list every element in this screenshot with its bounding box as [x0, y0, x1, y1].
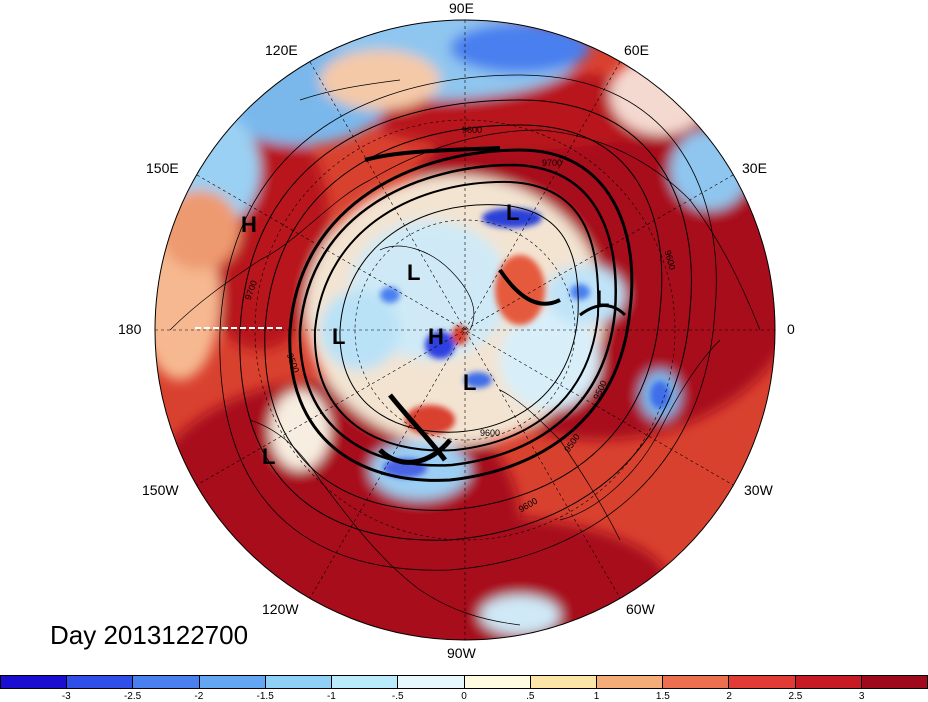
- colorbar-swatch: [398, 676, 465, 688]
- colorbar-swatch: [596, 676, 664, 688]
- lon-label-60e: 60E: [624, 42, 649, 58]
- colorbar: [0, 675, 928, 689]
- colorbar-tick-label: 1: [593, 691, 600, 702]
- colorbar-swatch: [133, 676, 200, 688]
- colorbar-swatch: [199, 676, 266, 688]
- colorbar-tick-label: -3: [61, 691, 71, 702]
- colorbar-swatch: [729, 676, 796, 688]
- lon-label-120e: 120E: [265, 42, 298, 58]
- colorbar-tick-label: 2: [726, 691, 732, 702]
- lon-label-30w: 30W: [744, 482, 773, 498]
- lon-label-90e: 90E: [449, 0, 474, 16]
- contour-label: 9600: [462, 125, 483, 135]
- colorbar-swatch: [663, 676, 730, 688]
- contour-label: 9600: [480, 428, 501, 438]
- colorbar-swatch: [530, 676, 597, 688]
- colorbar-swatch: [332, 676, 399, 688]
- colorbar-tick-label: -1.5: [256, 691, 274, 702]
- low-center: L: [596, 286, 610, 311]
- lon-label-30e: 30E: [742, 160, 767, 176]
- colorbar-swatch: [795, 676, 862, 688]
- low-center: L: [332, 324, 346, 349]
- high-center: H: [428, 324, 444, 349]
- contour-label: 9700: [542, 158, 563, 168]
- colorbar-tick-label: -1: [326, 691, 336, 702]
- high-center: H: [241, 212, 257, 237]
- colorbar-tick-label: 0: [461, 691, 467, 702]
- colorbar-swatch: [861, 676, 928, 688]
- lon-label-120w: 120W: [262, 601, 299, 617]
- low-center: L: [262, 444, 276, 469]
- colorbar-swatch: [1, 676, 68, 688]
- colorbar-tick-label: 1.5: [655, 691, 670, 702]
- colorbar-tick-label: -2: [194, 691, 204, 702]
- lon-label-90w: 90W: [447, 645, 476, 661]
- anomaly-field: [155, 20, 775, 640]
- lon-label-150e: 150E: [146, 160, 179, 176]
- date-title: Day 2013122700: [50, 620, 249, 650]
- colorbar-tick-label: .5: [526, 691, 535, 702]
- lon-label-60w: 60W: [626, 601, 655, 617]
- colorbar-swatch: [265, 676, 333, 688]
- low-center: L: [506, 200, 520, 225]
- low-center: L: [463, 370, 477, 395]
- colorbar-swatch: [67, 676, 134, 688]
- low-center: L: [407, 260, 421, 285]
- colorbar-tick-label: -.5: [391, 691, 404, 702]
- lon-label-0: 0: [787, 321, 795, 337]
- coastlines: [169, 79, 761, 626]
- colorbar-tick-label: -2.5: [123, 691, 142, 702]
- colorbar-swatch: [464, 676, 531, 688]
- colorbar-tick-label: 3: [858, 691, 865, 702]
- lon-label-180: 180: [118, 321, 142, 337]
- graticule: [155, 20, 775, 640]
- colorbar-tick-label: 2.5: [788, 691, 803, 702]
- lon-label-150w: 150W: [142, 482, 179, 498]
